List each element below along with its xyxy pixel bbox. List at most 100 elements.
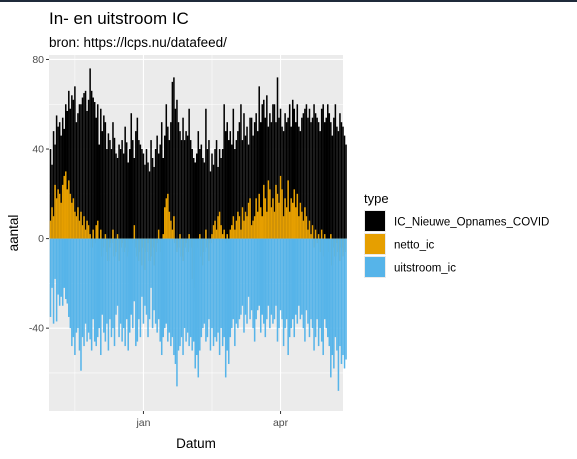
bar-IC_Nieuwe_Opnames_COVID-151 [279,108,282,239]
bar-IC_Nieuwe_Opnames_COVID-94 [192,157,195,239]
bar-uitstroom_ic-113 [221,238,224,347]
x-tick-label: jan [135,417,150,429]
bar-netto_ic-118 [229,229,232,239]
bar-IC_Nieuwe_Opnames_COVID-85 [179,131,181,239]
bar-uitstroom_ic-89 [185,238,187,342]
bar-IC_Nieuwe_Opnames_COVID-157 [288,104,291,239]
bar-IC_Nieuwe_Opnames_COVID-83 [176,99,178,239]
bar-uitstroom_ic-87 [182,238,184,356]
bar-netto_ic-155 [285,207,288,239]
bar-netto_ic-2 [52,216,55,239]
bar-IC_Nieuwe_Opnames_COVID-142 [266,95,268,239]
bar-uitstroom_ic-14 [71,238,73,347]
bar-netto_ic-33 [100,229,102,239]
bar-uitstroom_ic-48 [122,238,125,329]
bar-netto_ic-79 [170,220,172,239]
bar-uitstroom_ic-122 [235,238,238,324]
legend-swatch-0 [365,211,385,231]
bar-uitstroom_ic-167 [304,238,306,342]
bar-IC_Nieuwe_Opnames_COVID-86 [180,140,183,239]
bar-IC_Nieuwe_Opnames_COVID-174 [314,113,317,239]
bar-uitstroom_ic-31 [96,238,99,338]
bar-uitstroom_ic-74 [162,238,165,338]
bar-IC_Nieuwe_Opnames_COVID-17 [75,122,78,239]
bar-uitstroom_ic-169 [307,238,309,324]
bar-uitstroom_ic-174 [314,238,317,338]
bar-uitstroom_ic-3 [54,238,56,279]
bar-uitstroom_ic-39 [109,238,111,320]
bar-IC_Nieuwe_Opnames_COVID-176 [317,122,320,239]
bar-uitstroom_ic-91 [188,238,190,347]
bar-uitstroom_ic-156 [287,238,289,356]
bar-netto_ic-0 [49,220,52,239]
bar-netto_ic-128 [244,211,247,239]
bar-netto_ic-36 [104,234,107,239]
bar-IC_Nieuwe_Opnames_COVID-99 [200,144,203,239]
bar-IC_Nieuwe_Opnames_COVID-50 [125,142,128,239]
bar-uitstroom_ic-75 [164,238,166,329]
bar-IC_Nieuwe_Opnames_COVID-77 [167,126,169,239]
bar-uitstroom_ic-137 [258,238,260,306]
bar-netto_ic-131 [249,198,251,239]
bar-IC_Nieuwe_Opnames_COVID-126 [241,140,244,239]
bar-uitstroom_ic-153 [282,238,285,347]
bar-IC_Nieuwe_Opnames_COVID-23 [84,90,87,239]
legend-label-2: uitstroom_ic [394,263,456,275]
bar-IC_Nieuwe_Opnames_COVID-132 [250,117,253,239]
bar-IC_Nieuwe_Opnames_COVID-139 [261,104,264,239]
bar-uitstroom_ic-36 [104,238,107,342]
bar-IC_Nieuwe_Opnames_COVID-128 [244,135,247,239]
bar-uitstroom_ic-69 [154,238,157,324]
bar-netto_ic-163 [298,216,300,239]
bar-uitstroom_ic-2 [52,238,55,324]
legend-swatch-2 [365,257,385,277]
bar-IC_Nieuwe_Opnames_COVID-145 [270,122,273,239]
bar-IC_Nieuwe_Opnames_COVID-52 [128,149,131,239]
bar-uitstroom_ic-110 [217,238,219,333]
bar-IC_Nieuwe_Opnames_COVID-179 [322,104,324,239]
bar-netto_ic-102 [205,229,207,239]
bar-uitstroom_ic-161 [295,238,297,315]
bar-IC_Nieuwe_Opnames_COVID-28 [92,97,94,239]
bar-IC_Nieuwe_Opnames_COVID-191 [340,122,343,239]
bar-uitstroom_ic-109 [215,238,218,342]
bar-uitstroom_ic-119 [231,238,233,329]
bar-netto_ic-17 [75,216,78,239]
bar-netto_ic-109 [215,229,218,239]
bar-uitstroom_ic-118 [229,238,232,338]
bar-IC_Nieuwe_Opnames_COVID-56 [135,131,137,239]
bar-IC_Nieuwe_Opnames_COVID-140 [263,99,265,239]
bar-IC_Nieuwe_Opnames_COVID-65 [148,171,151,239]
bar-IC_Nieuwe_Opnames_COVID-95 [194,162,196,239]
bar-IC_Nieuwe_Opnames_COVID-51 [127,162,129,239]
bar-IC_Nieuwe_Opnames_COVID-184 [330,122,332,239]
bar-netto_ic-139 [261,216,264,239]
bar-IC_Nieuwe_Opnames_COVID-161 [295,122,297,239]
bar-IC_Nieuwe_Opnames_COVID-120 [232,108,235,239]
bar-netto_ic-167 [304,207,306,239]
bar-uitstroom_ic-171 [310,238,312,320]
bar-IC_Nieuwe_Opnames_COVID-144 [269,113,271,239]
bar-IC_Nieuwe_Opnames_COVID-163 [298,126,300,239]
bar-uitstroom_ic-178 [320,238,323,342]
bar-uitstroom_ic-13 [69,238,72,329]
legend-swatch-1 [365,234,385,254]
bar-uitstroom_ic-54 [132,238,134,329]
bar-uitstroom_ic-101 [203,238,206,324]
bar-uitstroom_ic-111 [218,238,221,356]
bar-IC_Nieuwe_Opnames_COVID-58 [138,140,140,239]
bar-netto_ic-170 [308,220,311,239]
bar-uitstroom_ic-148 [275,238,277,306]
bar-IC_Nieuwe_Opnames_COVID-39 [109,140,111,239]
bar-uitstroom_ic-177 [319,238,321,329]
bar-IC_Nieuwe_Opnames_COVID-72 [159,144,161,239]
bar-IC_Nieuwe_Opnames_COVID-14 [71,95,73,239]
bar-uitstroom_ic-68 [153,238,155,311]
bar-IC_Nieuwe_Opnames_COVID-24 [86,110,88,239]
bar-netto_ic-150 [278,202,280,239]
bar-netto_ic-112 [220,225,222,239]
bar-netto_ic-23 [84,229,87,239]
bar-IC_Nieuwe_Opnames_COVID-156 [287,117,289,239]
bar-IC_Nieuwe_Opnames_COVID-43 [115,153,117,239]
bar-IC_Nieuwe_Opnames_COVID-92 [189,140,192,239]
